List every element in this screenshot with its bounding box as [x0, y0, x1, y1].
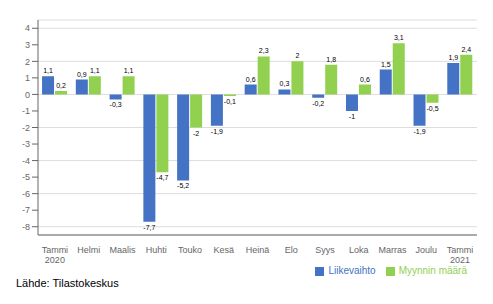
- svg-text:-7: -7: [22, 205, 30, 215]
- svg-text:Touko: Touko: [178, 245, 202, 255]
- svg-text:-1,9: -1,9: [413, 128, 425, 135]
- svg-text:Elo: Elo: [285, 245, 298, 255]
- svg-text:Tammi2020: Tammi2020: [42, 245, 69, 265]
- svg-text:0: 0: [25, 90, 30, 100]
- svg-text:1: 1: [25, 73, 30, 83]
- svg-text:-6: -6: [22, 189, 30, 199]
- svg-text:-4: -4: [22, 156, 30, 166]
- svg-text:-0,2: -0,2: [312, 100, 324, 107]
- svg-text:-3: -3: [22, 139, 30, 149]
- svg-text:Marras: Marras: [379, 245, 408, 255]
- svg-text:0,2: 0,2: [56, 82, 66, 89]
- svg-text:1,1: 1,1: [124, 67, 134, 74]
- svg-text:-1: -1: [349, 113, 355, 120]
- svg-text:Syys: Syys: [315, 245, 335, 255]
- svg-text:0,3: 0,3: [280, 80, 290, 87]
- svg-text:1,9: 1,9: [448, 54, 458, 61]
- svg-text:Heinä: Heinä: [246, 245, 270, 255]
- svg-text:-0,3: -0,3: [110, 101, 122, 108]
- svg-text:4: 4: [25, 23, 30, 33]
- svg-text:-7,7: -7,7: [143, 224, 155, 231]
- svg-text:-0,5: -0,5: [426, 105, 438, 112]
- svg-text:-8: -8: [22, 222, 30, 232]
- svg-text:-1,9: -1,9: [211, 128, 223, 135]
- html-text:Lähde: Tilastokeskus: Lähde: Tilastokeskus: [16, 277, 119, 289]
- svg-text:Huhti: Huhti: [146, 245, 167, 255]
- svg-text:-2: -2: [22, 123, 30, 133]
- svg-text:Helmi: Helmi: [77, 245, 100, 255]
- svg-text:0,9: 0,9: [77, 71, 87, 78]
- svg-text:3,1: 3,1: [394, 34, 404, 41]
- svg-text:2,3: 2,3: [259, 47, 269, 54]
- svg-text:2: 2: [295, 52, 299, 59]
- svg-text:0,6: 0,6: [246, 76, 256, 83]
- svg-text:2,4: 2,4: [461, 46, 471, 53]
- svg-text:-2: -2: [193, 130, 199, 137]
- svg-text:Tammi2021: Tammi2021: [447, 245, 474, 265]
- svg-text:-1: -1: [22, 106, 30, 116]
- svg-text:-5: -5: [22, 172, 30, 182]
- svg-text:1,1: 1,1: [43, 67, 53, 74]
- svg-text:0,6: 0,6: [360, 76, 370, 83]
- svg-text:-5,2: -5,2: [177, 182, 189, 189]
- svg-text:1,8: 1,8: [326, 56, 336, 63]
- html-text:Myynnin määrä: Myynnin määrä: [398, 265, 467, 276]
- svg-text:3: 3: [25, 40, 30, 50]
- svg-text:2: 2: [25, 57, 30, 67]
- svg-text:-4,7: -4,7: [156, 174, 168, 181]
- svg-text:Joulu: Joulu: [416, 245, 438, 255]
- svg-text:-0,1: -0,1: [224, 98, 236, 105]
- svg-text:1,5: 1,5: [381, 61, 391, 68]
- svg-text:Loka: Loka: [349, 245, 369, 255]
- svg-text:1,1: 1,1: [90, 67, 100, 74]
- html-text:Liikevaihto: Liikevaihto: [328, 265, 376, 276]
- svg-text:Kesä: Kesä: [213, 245, 234, 255]
- svg-text:Maalis: Maalis: [109, 245, 136, 255]
